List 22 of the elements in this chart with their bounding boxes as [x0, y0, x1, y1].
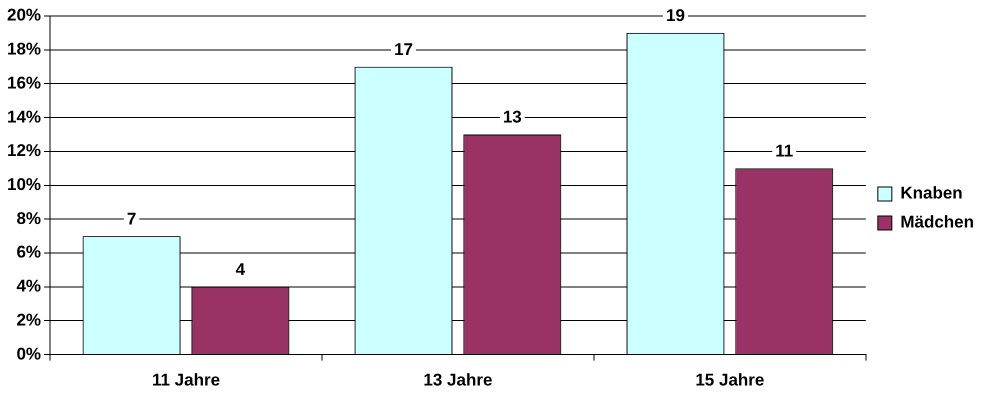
x-tick-label: 13 Jahre [423, 370, 492, 390]
y-tick-label: 6% [16, 242, 42, 262]
data-label: 7 [126, 209, 136, 228]
legend-label: Knaben [900, 184, 963, 203]
data-label: 17 [394, 40, 413, 59]
y-tick-label: 0% [16, 344, 42, 364]
y-tick-label: 4% [16, 276, 42, 296]
data-label: 11 [775, 142, 794, 161]
x-tick-label: 15 Jahre [695, 370, 764, 390]
y-tick-label: 2% [16, 310, 42, 330]
y-tick-label: 8% [16, 208, 42, 228]
y-tick-label: 18% [6, 40, 42, 59]
legend-label: Mädchen [900, 212, 974, 232]
y-tick-label: 16% [6, 73, 42, 92]
y-tick-label: 12% [6, 141, 42, 160]
y-tick-label: 20% [6, 6, 42, 25]
y-tick-label: 10% [6, 174, 42, 194]
y-tick-label: 14% [6, 107, 42, 126]
data-label: 4 [236, 260, 246, 280]
data-label: 13 [502, 108, 522, 127]
data-label: 19 [666, 6, 685, 26]
x-tick-label: 11 Jahre [152, 370, 220, 390]
